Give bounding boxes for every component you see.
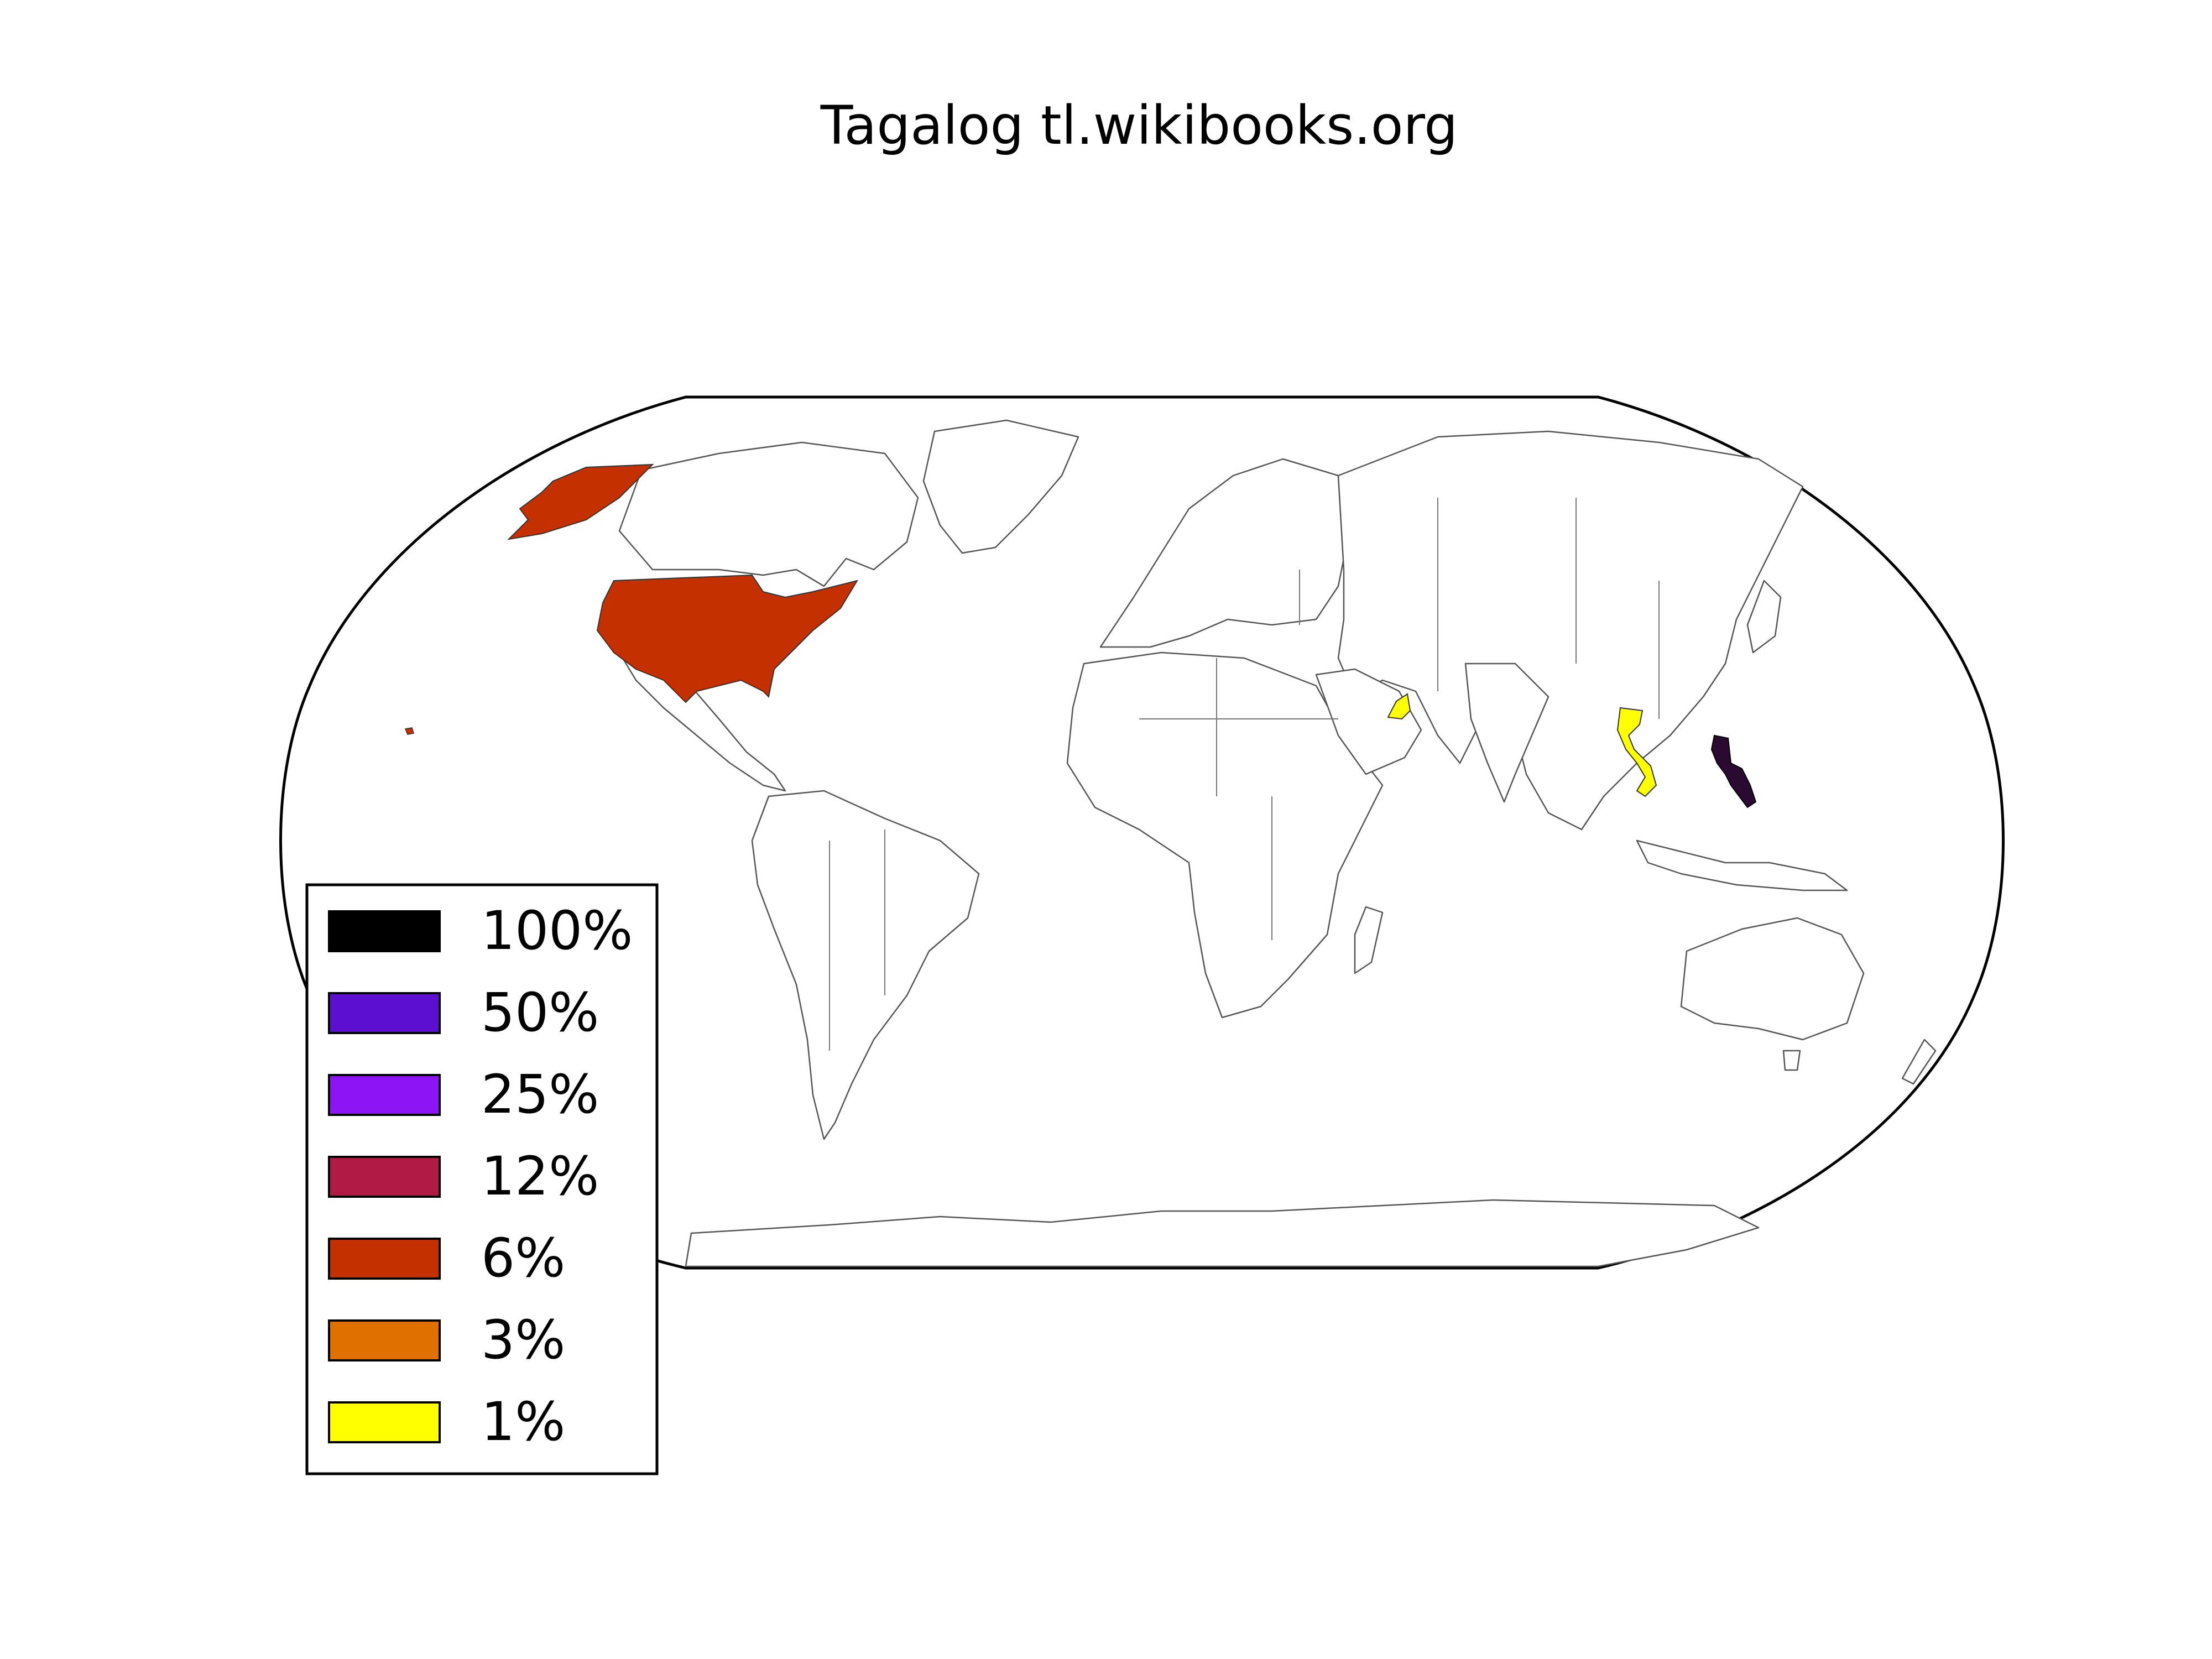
legend-label: 6% xyxy=(481,1227,565,1289)
vietnam-region xyxy=(1616,707,1657,797)
alaska-region xyxy=(507,463,654,540)
legend-label: 12% xyxy=(481,1145,599,1207)
hawaii-region xyxy=(404,727,414,735)
japan xyxy=(1746,580,1782,654)
legend-swatch xyxy=(328,1074,441,1116)
canada xyxy=(618,441,919,587)
legend-label: 100% xyxy=(481,900,633,962)
legend-swatch xyxy=(328,1238,441,1280)
land-layer xyxy=(404,419,1937,1267)
indonesia xyxy=(1636,839,1848,891)
legend-swatch xyxy=(328,1401,441,1443)
arabia xyxy=(1315,668,1422,775)
india xyxy=(1464,662,1550,803)
map-title: Tagalog tl.wikibooks.org xyxy=(820,95,1458,156)
madagascar xyxy=(1354,906,1384,974)
africa xyxy=(1066,651,1384,1019)
usa-region xyxy=(596,574,859,703)
central-america xyxy=(618,651,786,792)
legend-swatch xyxy=(328,992,441,1034)
antarctica xyxy=(685,1199,1760,1267)
legend-label: 25% xyxy=(481,1063,599,1125)
new-zealand xyxy=(1901,1039,1937,1085)
legend-swatch xyxy=(328,1319,441,1361)
legend-swatch xyxy=(328,910,441,952)
country-borders xyxy=(829,498,1660,1051)
tasmania xyxy=(1782,1050,1801,1071)
legend: 100% 50% 25% 12% 6% 3% 1% xyxy=(305,883,659,1475)
south-america xyxy=(751,790,980,1140)
legend-label: 3% xyxy=(481,1309,565,1371)
uae-region xyxy=(1387,693,1411,720)
greenland xyxy=(922,419,1079,554)
legend-label: 1% xyxy=(481,1391,565,1453)
australia xyxy=(1680,917,1865,1041)
legend-label: 50% xyxy=(481,982,599,1044)
legend-swatch xyxy=(328,1156,441,1198)
philippines-region xyxy=(1710,734,1757,808)
